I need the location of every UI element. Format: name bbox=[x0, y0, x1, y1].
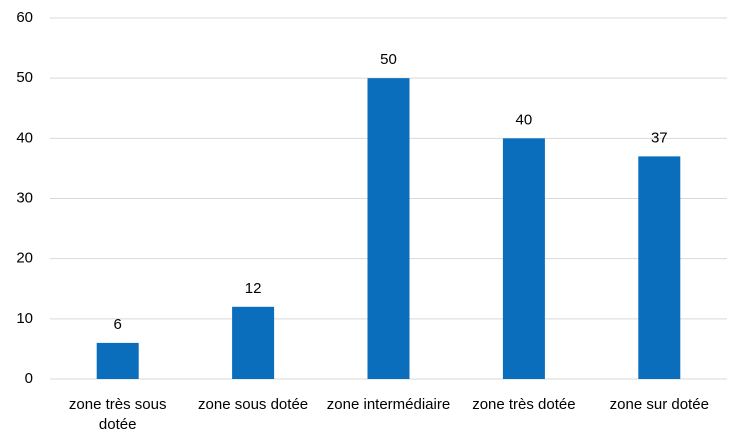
y-tick-label: 40 bbox=[16, 129, 33, 146]
y-tick-label: 50 bbox=[16, 69, 33, 86]
bar bbox=[96, 342, 139, 379]
y-tick-label: 0 bbox=[25, 370, 33, 387]
x-tick-label: zone intermédiaire bbox=[326, 396, 451, 413]
y-tick-label: 10 bbox=[16, 310, 33, 327]
bar bbox=[367, 78, 410, 380]
x-tick-label: zone sous dotée bbox=[198, 396, 309, 413]
bar bbox=[232, 306, 275, 379]
x-tick-label: zone sur dotée bbox=[609, 396, 709, 413]
bar bbox=[502, 138, 545, 379]
y-tick-label: 60 bbox=[16, 9, 33, 26]
data-label: 12 bbox=[245, 280, 262, 297]
data-label: 37 bbox=[651, 129, 668, 146]
y-tick-label: 20 bbox=[16, 250, 33, 267]
x-tick-label: zone très dotée bbox=[472, 396, 576, 413]
data-label: 40 bbox=[516, 111, 533, 128]
bar bbox=[638, 156, 681, 379]
x-tick-label: zone très sous dotée bbox=[68, 396, 167, 433]
data-label: 50 bbox=[380, 51, 397, 68]
data-label: 6 bbox=[114, 316, 122, 333]
y-tick-label: 30 bbox=[16, 189, 33, 206]
